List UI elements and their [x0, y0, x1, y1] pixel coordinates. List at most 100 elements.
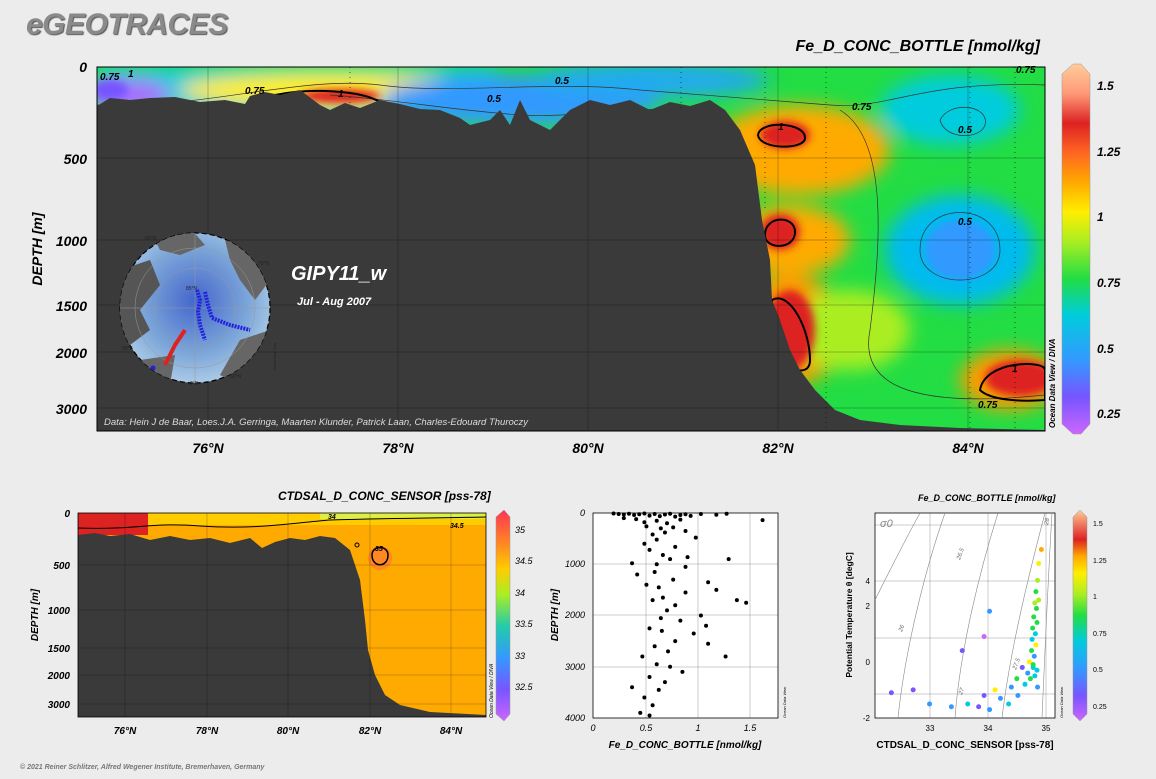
colorbar	[1072, 509, 1088, 722]
y-axis-label: DEPTH [m]	[30, 588, 41, 641]
data-point	[726, 557, 731, 562]
data-point	[760, 518, 765, 523]
contour-label: 0.75	[245, 86, 265, 97]
x-tick: 0	[590, 723, 595, 733]
y-axis-label: Potential Temperature θ [degC]	[844, 552, 854, 678]
data-point	[647, 626, 652, 631]
data-point	[671, 525, 676, 530]
data-point	[647, 547, 652, 552]
data-point	[662, 530, 667, 535]
data-point	[665, 521, 669, 526]
x-axis-label: Fe_D_CONC_BOTTLE [nmol/kg]	[609, 740, 762, 751]
main-section-plot: 1 0.75 0.5 0.5 0.75 1 0.5 0.75 0.5 1 0.7…	[29, 59, 1121, 456]
x-tick: 80°N	[572, 440, 604, 456]
data-point	[685, 555, 690, 560]
data-point	[1033, 642, 1039, 648]
data-point	[657, 514, 662, 519]
x-tick: 82°N	[359, 726, 382, 737]
map-label: 0°E	[190, 381, 199, 387]
data-point	[1026, 659, 1032, 665]
data-point	[1036, 561, 1042, 567]
colorbar	[495, 509, 511, 722]
data-point	[644, 582, 649, 587]
data-point	[1030, 662, 1036, 668]
y-tick: 3000	[56, 401, 87, 417]
data-point	[698, 613, 703, 618]
data-point	[927, 701, 933, 707]
isopycnal-label: 27.5	[1012, 657, 1022, 672]
x-tick: 0.5	[640, 723, 654, 733]
data-point	[1025, 670, 1031, 676]
data-point	[948, 704, 954, 710]
brand-logo: eGEOTRACES	[26, 8, 228, 41]
data-point	[673, 514, 678, 519]
data-point	[910, 687, 916, 693]
data-point	[656, 585, 661, 590]
map-label: 60°N	[230, 374, 242, 380]
data-point	[1035, 577, 1041, 583]
data-point	[1030, 625, 1036, 631]
contour-label: 0.75	[852, 102, 872, 113]
y-tick: 500	[64, 151, 88, 167]
salinity-section-plot: 34 34.5 35 0 500 1000 1500 2000 3000 DEP…	[30, 509, 534, 737]
data-point	[642, 520, 647, 525]
map-label: 85°N	[186, 286, 198, 292]
contour-label: 0.5	[958, 125, 972, 136]
y-tick: 1500	[56, 298, 87, 314]
data-point	[744, 600, 749, 605]
data-point	[1032, 673, 1038, 679]
y-tick: 1500	[48, 644, 71, 655]
y-tick: 1000	[56, 233, 87, 249]
contour-label: 0.5	[555, 76, 569, 87]
colorbar-tick: 34.5	[515, 556, 534, 566]
colorbar-tick: 32.5	[515, 682, 534, 692]
cruise-name: GIPY11_w	[291, 263, 388, 285]
data-point	[1034, 667, 1040, 673]
data-point	[638, 710, 643, 715]
x-tick: 76°N	[192, 440, 224, 456]
data-point	[981, 693, 987, 699]
y-tick: 4	[866, 577, 871, 586]
data-point	[652, 644, 657, 649]
colorbar-tick: 0.25	[1097, 407, 1121, 421]
sigma-label: σ0	[880, 518, 894, 530]
salinity-title: CTDSAL_D_CONC_SENSOR [pss-78]	[278, 489, 491, 503]
data-point	[706, 580, 711, 585]
map-watermark: Ocean Data View	[273, 342, 277, 370]
x-tick: 84°N	[440, 726, 463, 737]
data-point	[662, 512, 667, 517]
contour-label: 1	[338, 89, 344, 100]
data-point	[658, 616, 663, 621]
data-point	[714, 587, 719, 592]
y-axis-label: DEPTH [m]	[29, 211, 45, 285]
data-point	[678, 513, 683, 518]
data-point	[1031, 614, 1037, 620]
data-point	[635, 572, 640, 577]
y-tick: -2	[863, 714, 871, 723]
x-tick: 1.5	[744, 723, 758, 733]
contour-label: 0.75	[100, 72, 120, 83]
data-point	[630, 561, 635, 566]
data-point	[987, 608, 993, 614]
data-point	[659, 628, 664, 633]
map-label: 80°N	[145, 236, 157, 242]
data-point	[647, 675, 652, 679]
data-point	[652, 569, 657, 574]
data-point	[1032, 631, 1038, 637]
colorbar-tick: 35	[515, 525, 526, 535]
data-point	[626, 511, 631, 516]
main-title: Fe_D_CONC_BOTTLE [nmol/kg]	[795, 38, 1040, 55]
seafloor-land	[97, 90, 1045, 431]
map-label: 50°E	[122, 346, 134, 352]
data-point	[997, 695, 1003, 701]
data-point	[1038, 547, 1044, 553]
y-tick: 0	[580, 508, 585, 518]
y-tick: 0	[866, 658, 871, 667]
data-point	[698, 512, 703, 517]
data-point	[662, 680, 667, 685]
data-point	[992, 687, 998, 693]
watermark: Ocean Data View / DIVA	[489, 663, 495, 718]
colorbar-tick: 0.5	[1097, 342, 1114, 356]
contour-label: 0.5	[958, 217, 972, 228]
data-point	[673, 544, 678, 549]
